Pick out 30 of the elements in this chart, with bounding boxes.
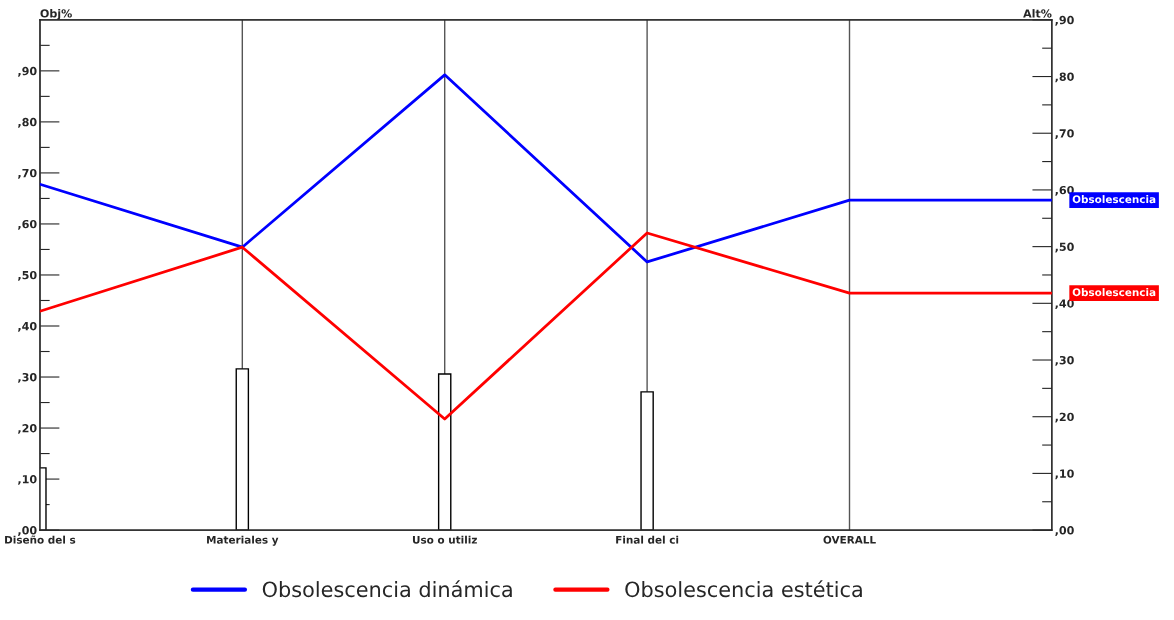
y-tick-label: ,60 [18, 219, 37, 230]
y2-tick-label: ,30 [1055, 355, 1074, 366]
legend-label: Obsolescencia dinámica [262, 580, 512, 598]
y-tick-label: ,00 [18, 526, 37, 536]
y2-tick-label: ,60 [1055, 185, 1074, 196]
y2-tick-label: ,10 [1055, 469, 1074, 480]
x-tick-label: Uso o utiliz [412, 535, 477, 544]
text: Obsolescencia [1072, 195, 1156, 204]
y2-axis-title: Alt% [1023, 9, 1052, 18]
x-tick-label: Diseño del s [5, 535, 76, 544]
y-tick-label: ,50 [18, 270, 37, 281]
y-axis-title: Obj% [40, 9, 72, 20]
y2-tick-label: ,20 [1055, 412, 1074, 423]
y-tick-label: ,80 [18, 117, 37, 128]
y-tick-label: ,70 [18, 168, 37, 179]
y-tick-label: ,10 [18, 475, 37, 485]
y-tick-label: ,40 [18, 321, 37, 332]
x-tick-label: OVERALL [823, 535, 876, 544]
x-tick-label: Final del ci [616, 535, 679, 544]
y-tick-label: ,20 [18, 424, 37, 434]
y-tick-label: ,90 [18, 66, 37, 77]
y2-tick-label: ,70 [1055, 129, 1074, 140]
y2-tick-label: ,00 [1055, 526, 1074, 536]
y2-tick-label: ,90 [1055, 15, 1074, 26]
y2-tick-label: ,80 [1055, 72, 1074, 83]
text: Obsolescencia [1072, 288, 1156, 297]
y2-tick-label: ,50 [1055, 242, 1074, 253]
x-tick-label: Materiales y [207, 535, 279, 546]
legend-label: Obsolescencia estética [625, 580, 862, 598]
y-tick-label: ,30 [18, 373, 37, 383]
